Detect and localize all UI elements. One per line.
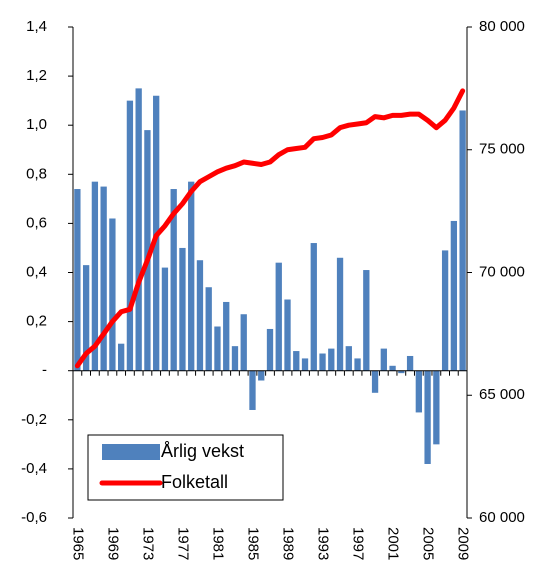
bar xyxy=(109,218,116,371)
bar xyxy=(249,370,256,410)
y-tick-label: -0,4 xyxy=(21,460,47,477)
bar xyxy=(214,326,221,371)
x-tick-label: 1993 xyxy=(315,527,332,560)
y-tick-label: 1,2 xyxy=(26,67,47,84)
bar xyxy=(345,346,352,371)
bar xyxy=(389,365,396,371)
bar xyxy=(354,358,361,371)
bar xyxy=(284,299,291,371)
x-tick-label: 1969 xyxy=(104,527,121,560)
x-tick-label: 1989 xyxy=(280,527,297,560)
y-tick-label: 0,8 xyxy=(26,165,47,182)
bar xyxy=(450,220,458,371)
y-tick-label: - xyxy=(42,362,47,379)
bar xyxy=(161,267,169,371)
bar xyxy=(223,301,230,371)
bar xyxy=(258,370,265,381)
legend: Årlig vekst Folketall xyxy=(87,434,284,501)
bar xyxy=(240,314,247,371)
bar xyxy=(118,343,125,371)
bar xyxy=(179,247,186,371)
y2-tick-label: 70 000 xyxy=(479,263,525,280)
legend-label: Årlig vekst xyxy=(161,441,244,461)
x-tick-label: 1997 xyxy=(350,527,367,560)
bar xyxy=(433,370,440,445)
y-tick-label: 0,2 xyxy=(26,313,47,330)
y2-tick-label: 60 000 xyxy=(479,509,525,526)
bar xyxy=(319,353,326,371)
bar xyxy=(398,370,405,374)
bar xyxy=(100,186,107,371)
bar xyxy=(380,348,387,371)
y2-tick-label: 80 000 xyxy=(479,18,525,35)
bar xyxy=(170,189,177,371)
bar xyxy=(231,346,239,371)
bar xyxy=(275,262,282,371)
bar xyxy=(144,130,151,371)
x-tick-label: 1981 xyxy=(209,527,226,560)
bar xyxy=(415,370,422,413)
bar xyxy=(82,265,90,371)
bar xyxy=(310,243,317,371)
y2-tick-label: 75 000 xyxy=(479,141,525,158)
y-tick-label: 1,4 xyxy=(26,18,47,35)
bar xyxy=(293,351,300,371)
bar xyxy=(459,110,466,371)
bar xyxy=(328,348,335,371)
bar xyxy=(126,100,134,371)
y-tick-label: 0,4 xyxy=(26,263,47,280)
bar xyxy=(91,181,99,371)
bar xyxy=(266,328,274,371)
x-tick-label: 1985 xyxy=(245,527,262,560)
x-tick-label: 1977 xyxy=(174,527,191,560)
bar xyxy=(301,358,309,371)
x-tick-label: 2005 xyxy=(420,527,437,560)
bar xyxy=(406,355,414,371)
y-tick-label: 1,0 xyxy=(26,116,47,133)
bar xyxy=(336,257,344,371)
y-tick-label: -0,6 xyxy=(21,509,47,526)
legend-label: Folketall xyxy=(161,472,228,492)
x-tick-label: 2009 xyxy=(455,527,472,560)
x-tick-label: 1973 xyxy=(139,527,156,560)
bar xyxy=(371,370,379,393)
legend-swatch xyxy=(102,444,160,460)
bar xyxy=(74,189,81,371)
line xyxy=(74,88,466,369)
bar xyxy=(363,270,370,371)
bar xyxy=(205,287,212,371)
bar xyxy=(196,260,204,371)
bar xyxy=(424,370,431,464)
y2-tick-label: 65 000 xyxy=(479,386,525,403)
bar xyxy=(135,88,142,371)
x-tick-label: 2001 xyxy=(385,527,402,560)
y-tick-label: -0,2 xyxy=(21,411,47,428)
bar xyxy=(188,181,195,371)
x-tick-label: 1965 xyxy=(69,527,86,560)
bar xyxy=(441,250,449,371)
y-tick-label: 0,6 xyxy=(26,214,47,231)
